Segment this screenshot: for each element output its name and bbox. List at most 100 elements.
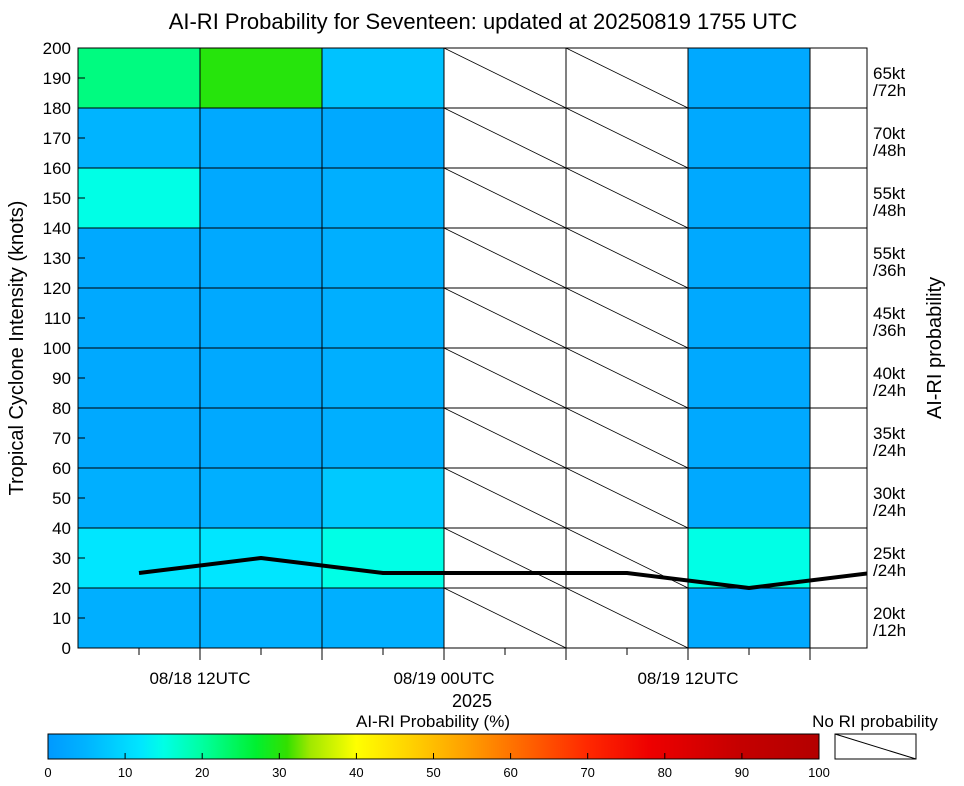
colorbar-tick-label: 60	[503, 765, 517, 780]
y-tick-label: 0	[62, 639, 71, 658]
heatmap-cell	[200, 108, 322, 168]
heatmap-cell	[200, 228, 322, 288]
intensity-series-line	[138, 556, 867, 590]
colorbar-tick-label: 20	[195, 765, 209, 780]
heatmap-cell	[443, 587, 567, 649]
y-axis-label: Tropical Cyclone Intensity (knots)	[6, 201, 28, 496]
y-tick-label: 60	[52, 459, 71, 478]
ri-threshold-labels: 20kt/12h 25kt/24h 30kt/24h 35kt/24h 40kt/24h…	[873, 64, 906, 640]
heatmap-cell	[322, 168, 444, 228]
heatmap-cell	[688, 468, 810, 528]
y-tick-label: 180	[43, 99, 71, 118]
heatmap-cell	[443, 287, 567, 349]
heatmap-cells	[78, 47, 810, 649]
heatmap-cell	[200, 288, 322, 348]
colorbar-ticks: 0 10 20 30 40 50 60 70 80 90 100	[44, 753, 830, 780]
heatmap-cell	[565, 407, 689, 469]
heatmap-cell	[443, 167, 567, 229]
y-tick-label: 50	[52, 489, 71, 508]
y-tick-label: 160	[43, 159, 71, 178]
heatmap-cell	[565, 287, 689, 349]
heatmap-cell	[78, 408, 200, 468]
colorbar	[47, 733, 820, 760]
heatmap-cell	[565, 107, 689, 169]
heatmap-cell	[443, 467, 567, 529]
ri-threshold-label: 40kt/24h	[873, 364, 906, 400]
heatmap-cell	[565, 47, 689, 109]
y-tick-label: 120	[43, 279, 71, 298]
y2-axis-label: AI-RI probability	[924, 277, 946, 419]
heatmap-cell	[565, 227, 689, 289]
heatmap-cell	[322, 408, 444, 468]
x-tick-label: 08/19 12UTC	[637, 669, 738, 688]
y-tick-label: 30	[52, 549, 71, 568]
y-tick-label: 100	[43, 339, 71, 358]
ri-threshold-label: 30kt/24h	[873, 484, 906, 520]
heatmap-cell	[78, 228, 200, 288]
grid-lines	[78, 48, 867, 648]
heatmap-cell	[688, 528, 810, 588]
heatmap-cell	[443, 407, 567, 469]
y-tick-label: 80	[52, 399, 71, 418]
heatmap-cell	[565, 467, 689, 529]
colorbar-tick-label: 30	[272, 765, 286, 780]
heatmap-cell	[78, 348, 200, 408]
heatmap-cell	[688, 348, 810, 408]
y-tick-label: 130	[43, 249, 71, 268]
heatmap-cell	[688, 588, 810, 648]
colorbar-tick-label: 70	[580, 765, 594, 780]
ri-threshold-label: 70kt/48h	[873, 124, 906, 160]
heatmap-cell	[322, 468, 444, 528]
heatmap-cell	[200, 168, 322, 228]
heatmap-cell	[78, 468, 200, 528]
heatmap-cell	[78, 168, 200, 228]
heatmap-cell	[322, 288, 444, 348]
heatmap-cell	[443, 527, 567, 589]
no-ri-legend-swatch	[834, 733, 917, 760]
colorbar-label: AI-RI Probability (%)	[356, 712, 510, 731]
heatmap-cell	[78, 288, 200, 348]
ri-threshold-label: 45kt/36h	[873, 304, 906, 340]
y-tick-label: 10	[52, 609, 71, 628]
y-tick-label: 40	[52, 519, 71, 538]
heatmap-cell	[565, 587, 689, 649]
heatmap-cell	[565, 347, 689, 409]
heatmap-cell	[322, 108, 444, 168]
ri-threshold-label: 55kt/36h	[873, 244, 906, 280]
colorbar-tick-label: 10	[118, 765, 132, 780]
heatmap-cell	[443, 227, 567, 289]
heatmap-cell	[322, 48, 444, 108]
heatmap-cell	[443, 107, 567, 169]
y-tick-label: 90	[52, 369, 71, 388]
heatmap-cell	[78, 528, 200, 588]
heatmap-cell	[322, 228, 444, 288]
colorbar-tick-label: 0	[44, 765, 51, 780]
heatmap-cell	[78, 108, 200, 168]
x-tick-label: 08/19 00UTC	[393, 669, 494, 688]
heatmap-cell	[200, 588, 322, 648]
ri-threshold-label: 25kt/24h	[873, 544, 906, 580]
heatmap-cell	[443, 47, 567, 109]
heatmap-cell	[688, 408, 810, 468]
y-tick-label: 200	[43, 39, 71, 58]
heatmap-cell	[322, 588, 444, 648]
heatmap-cell	[200, 348, 322, 408]
heatmap-cell	[200, 468, 322, 528]
colorbar-tick-label: 90	[735, 765, 749, 780]
y-tick-label: 150	[43, 189, 71, 208]
heatmap-cell	[322, 348, 444, 408]
x-axis: 08/18 12UTC 08/19 00UTC 08/19 12UTC	[138, 648, 811, 688]
heatmap-cell	[200, 48, 322, 108]
y-tick-label: 170	[43, 129, 71, 148]
colorbar-tick-label: 100	[808, 765, 830, 780]
chart-title: AI-RI Probability for Seventeen: updated…	[169, 9, 798, 34]
y-tick-label: 110	[44, 309, 71, 328]
heatmap-cell	[565, 167, 689, 229]
y-tick-label: 190	[43, 69, 71, 88]
heatmap-cell	[78, 588, 200, 648]
heatmap-cell	[200, 408, 322, 468]
x-tick-label: 08/18 12UTC	[149, 669, 250, 688]
heatmap-cell	[688, 228, 810, 288]
heatmap-cell	[322, 528, 444, 588]
